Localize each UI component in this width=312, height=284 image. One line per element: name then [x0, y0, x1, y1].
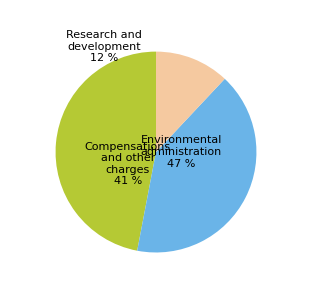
Text: Research and
development
12 %: Research and development 12 % — [66, 30, 142, 63]
Wedge shape — [137, 79, 256, 252]
Text: Environmental
administration
47 %: Environmental administration 47 % — [140, 135, 222, 169]
Text: Compensations
and other
charges
41 %: Compensations and other charges 41 % — [85, 142, 171, 187]
Wedge shape — [56, 52, 156, 251]
Wedge shape — [156, 52, 225, 152]
